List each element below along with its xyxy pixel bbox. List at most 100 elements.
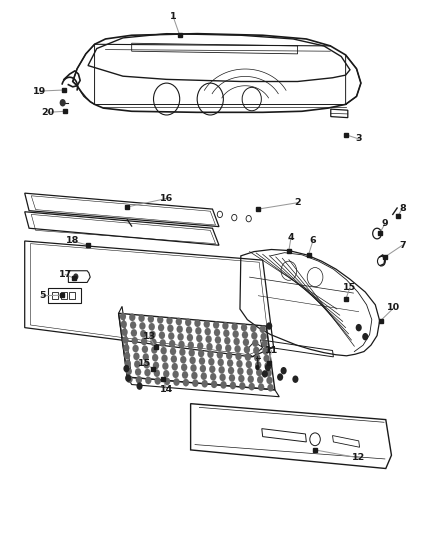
Circle shape [266,322,272,330]
Circle shape [262,348,268,355]
Circle shape [217,351,223,359]
Circle shape [181,364,187,371]
Circle shape [157,316,163,324]
Circle shape [268,384,274,391]
Circle shape [182,372,188,379]
Text: 14: 14 [160,385,173,394]
Circle shape [292,375,298,383]
Circle shape [153,362,159,369]
Circle shape [134,360,140,368]
Bar [69,292,75,300]
Circle shape [166,317,173,325]
Circle shape [254,354,260,361]
Circle shape [248,375,254,383]
Circle shape [236,353,242,360]
Circle shape [140,330,146,337]
Text: 8: 8 [399,204,406,213]
Circle shape [265,364,271,371]
Circle shape [187,334,193,341]
Circle shape [172,363,178,370]
Text: 2: 2 [294,198,301,207]
Circle shape [171,356,177,363]
Circle shape [226,352,232,359]
Circle shape [195,327,201,335]
Circle shape [163,370,170,377]
Circle shape [121,328,127,336]
Circle shape [201,380,208,387]
Circle shape [188,342,194,349]
Circle shape [218,359,224,366]
Circle shape [243,338,249,346]
Circle shape [227,359,233,367]
Circle shape [189,349,195,357]
Circle shape [162,354,168,362]
Circle shape [167,325,173,332]
Circle shape [168,333,174,340]
Circle shape [155,377,161,385]
Text: 1: 1 [170,12,177,21]
Circle shape [136,376,142,383]
Circle shape [142,345,148,353]
Circle shape [145,377,152,384]
Circle shape [194,320,201,327]
Circle shape [219,374,226,381]
Circle shape [229,374,235,382]
Circle shape [145,369,151,376]
Circle shape [176,318,182,325]
Circle shape [133,353,139,360]
Circle shape [200,365,206,373]
Circle shape [220,381,226,389]
Circle shape [191,372,198,379]
Circle shape [362,333,368,341]
Circle shape [261,333,267,340]
Circle shape [205,328,211,335]
Circle shape [73,273,78,280]
Circle shape [213,321,219,329]
Circle shape [261,340,268,348]
Text: 9: 9 [381,220,388,229]
Circle shape [234,345,240,353]
Circle shape [148,316,154,323]
Circle shape [149,331,155,338]
Bar [52,292,58,300]
Circle shape [245,353,251,361]
Circle shape [237,360,243,367]
Circle shape [199,357,205,365]
Circle shape [125,360,131,367]
Circle shape [258,383,264,391]
Circle shape [192,379,198,387]
Circle shape [122,336,128,344]
Circle shape [120,313,126,320]
Circle shape [130,321,136,329]
Circle shape [123,344,129,352]
Circle shape [173,370,179,378]
Circle shape [124,352,130,359]
Circle shape [132,337,138,344]
Text: 17: 17 [59,270,72,279]
Circle shape [170,348,176,355]
Circle shape [210,373,216,381]
Circle shape [232,323,238,330]
Circle shape [169,340,175,348]
Circle shape [125,374,131,382]
Circle shape [178,341,184,348]
Circle shape [224,337,230,344]
Circle shape [265,362,271,369]
Circle shape [264,355,270,362]
Circle shape [253,346,259,354]
Circle shape [164,378,170,385]
Circle shape [197,342,203,350]
Circle shape [281,367,287,374]
Circle shape [256,369,262,376]
Circle shape [215,336,221,344]
Circle shape [137,382,143,390]
Text: 18: 18 [66,237,79,246]
Circle shape [133,345,139,352]
Circle shape [185,319,191,326]
Circle shape [161,347,167,354]
Circle shape [204,320,210,328]
Circle shape [233,330,239,338]
Circle shape [265,369,272,377]
Circle shape [246,361,252,368]
Circle shape [151,346,157,354]
